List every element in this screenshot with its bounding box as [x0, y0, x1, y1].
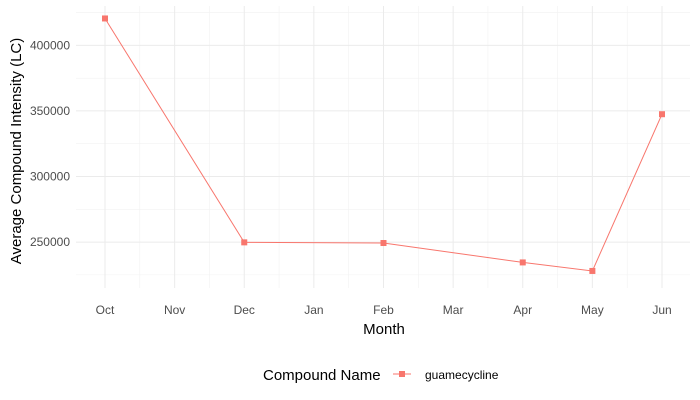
x-tick-label: Mar	[443, 303, 464, 317]
x-tick-label: Oct	[96, 303, 115, 317]
x-tick-label: Dec	[234, 303, 255, 317]
x-axis-title: Month	[363, 321, 405, 338]
y-tick-label: 350000	[30, 104, 70, 118]
legend: Compound Name guamecycline	[263, 367, 499, 384]
y-tick-label: 400000	[30, 38, 70, 52]
y-axis-title: Average Compound Intensity (LC)	[8, 38, 25, 265]
x-tick-label: May	[581, 303, 604, 317]
y-tick-label: 250000	[30, 235, 70, 249]
legend-title: Compound Name	[263, 367, 381, 384]
data-point-marker	[659, 111, 665, 118]
y-tick-label: 300000	[30, 170, 70, 184]
series-layer	[102, 15, 665, 274]
x-tick-labels: Oct Nov Dec Jan Feb Mar Apr May Jun	[96, 303, 672, 317]
data-point-marker	[519, 259, 526, 266]
x-tick-label: Feb	[373, 303, 394, 317]
data-point-marker	[102, 15, 108, 22]
legend-key-marker	[399, 371, 405, 377]
data-point-marker	[241, 239, 248, 246]
x-tick-label: Nov	[164, 303, 185, 317]
x-tick-label: Apr	[513, 303, 532, 317]
x-tick-label: Jun	[652, 303, 671, 317]
y-tick-labels: 250000 300000 350000 400000	[30, 38, 70, 249]
data-point-marker	[380, 240, 387, 247]
series-line-guamecycline	[104, 18, 663, 272]
data-point-marker	[589, 267, 596, 274]
x-tick-label: Jan	[304, 303, 323, 317]
legend-label-guamecycline: guamecycline	[425, 368, 499, 382]
gridlines	[76, 6, 690, 288]
